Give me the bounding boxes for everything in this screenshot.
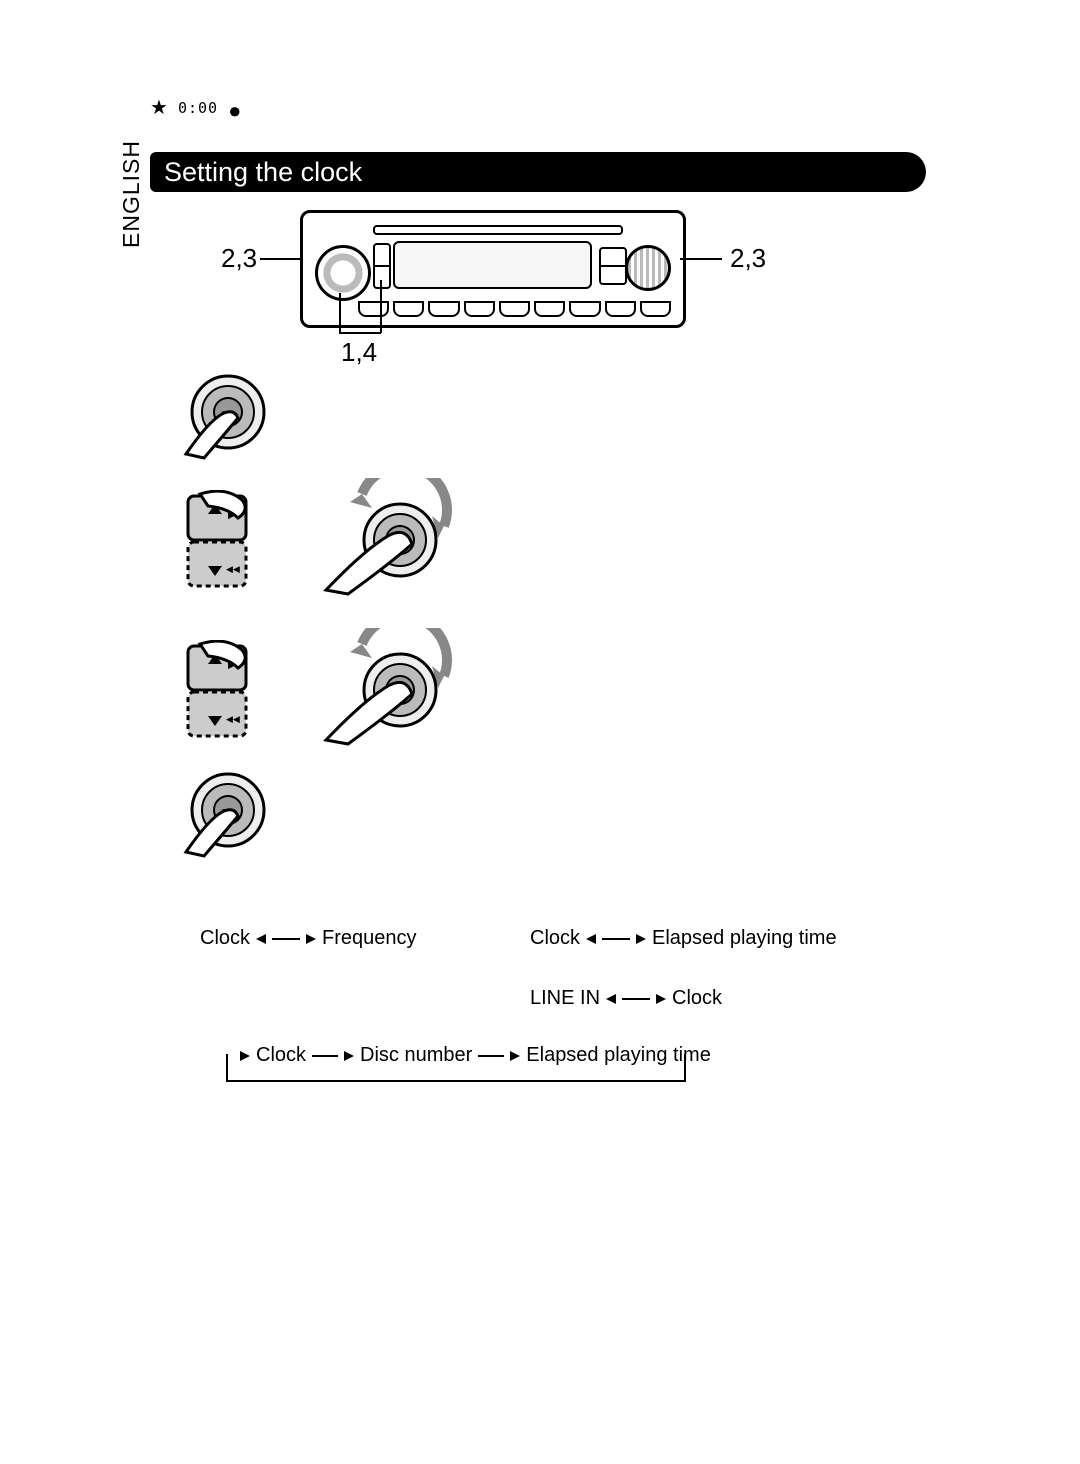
disc-slot	[373, 225, 623, 235]
right-knob-icon	[625, 245, 671, 291]
step-2-rocker: ▶ ◀◀	[178, 490, 278, 602]
seq-row-2: LINE IN Clock	[530, 987, 722, 1010]
arrow-line	[622, 998, 650, 1000]
page-header: ★ 0:00 ●	[150, 96, 241, 120]
arrow-left-icon	[256, 934, 266, 944]
section-title: Setting the clock	[150, 152, 926, 192]
dot-icon: ●	[228, 100, 241, 122]
callout-line	[339, 332, 381, 334]
svg-text:◀◀: ◀◀	[226, 714, 240, 724]
svg-text:◀◀: ◀◀	[226, 564, 240, 574]
step-4-image: SEL	[178, 768, 278, 860]
arrow-line	[602, 938, 630, 940]
section-title-text: Setting the clock	[164, 157, 362, 188]
arrow-right-icon	[636, 934, 646, 944]
seq-label: Frequency	[322, 927, 417, 950]
bracket-line	[226, 1054, 228, 1080]
rocker-buttons-icon: ▶ ◀◀	[178, 490, 278, 602]
seq-label: LINE IN	[530, 987, 600, 1010]
rocker-buttons-icon: ▶ ◀◀	[178, 640, 278, 752]
callout-line	[680, 258, 722, 260]
bracket-line	[226, 1080, 686, 1082]
arrow-right-icon	[306, 934, 316, 944]
sel-knob-press-icon: SEL	[178, 370, 278, 462]
callout-left: 2,3	[221, 243, 257, 274]
arrow-right-icon	[656, 994, 666, 1004]
seq-row-1-left: Clock Frequency	[200, 927, 417, 950]
cycle-sequence: Clock Disc number Elapsed playing time	[210, 1036, 682, 1098]
bracket-line	[684, 1054, 686, 1080]
turn-knob-icon: SEL	[322, 628, 462, 746]
callout-line	[260, 258, 302, 260]
seq-label: Clock	[530, 927, 580, 950]
step-3-turn: SEL	[322, 628, 462, 746]
step-2-turn: SEL	[322, 478, 462, 596]
arrow-right-icon	[240, 1051, 250, 1061]
callout-line	[380, 280, 382, 333]
arrow-line	[312, 1055, 338, 1057]
language-label: ENGLISH	[118, 140, 145, 248]
clock-digits: 0:00	[178, 99, 218, 117]
callout-bottom: 1,4	[341, 337, 377, 368]
preset-buttons-icon	[358, 301, 671, 317]
arrow-left-icon	[586, 934, 596, 944]
arrow-right-icon	[510, 1051, 520, 1061]
right-rocker-icon	[599, 247, 627, 285]
lcd-display-icon	[393, 241, 592, 289]
arrow-right-icon	[344, 1051, 354, 1061]
callout-right: 2,3	[730, 243, 766, 274]
left-knob-icon	[315, 245, 371, 301]
seq-label: Clock	[256, 1044, 306, 1067]
arrow-left-icon	[606, 994, 616, 1004]
step-3-rocker: ▶ ◀◀	[178, 640, 278, 752]
radio-illustration	[300, 210, 686, 328]
seq-row-1-right: Clock Elapsed playing time	[530, 927, 837, 950]
seq-label: Disc number	[360, 1044, 472, 1067]
seq-label: Elapsed playing time	[652, 927, 837, 950]
seq-label: Clock	[672, 987, 722, 1010]
callout-line	[339, 293, 341, 333]
seq-label: Clock	[200, 927, 250, 950]
star-icon: ★	[150, 98, 168, 118]
turn-knob-icon: SEL	[322, 478, 462, 596]
sel-knob-press-icon: SEL	[178, 768, 278, 860]
step-1-image: SEL	[178, 370, 278, 462]
arrow-line	[478, 1055, 504, 1057]
arrow-line	[272, 938, 300, 940]
left-rocker-icon	[373, 243, 391, 289]
